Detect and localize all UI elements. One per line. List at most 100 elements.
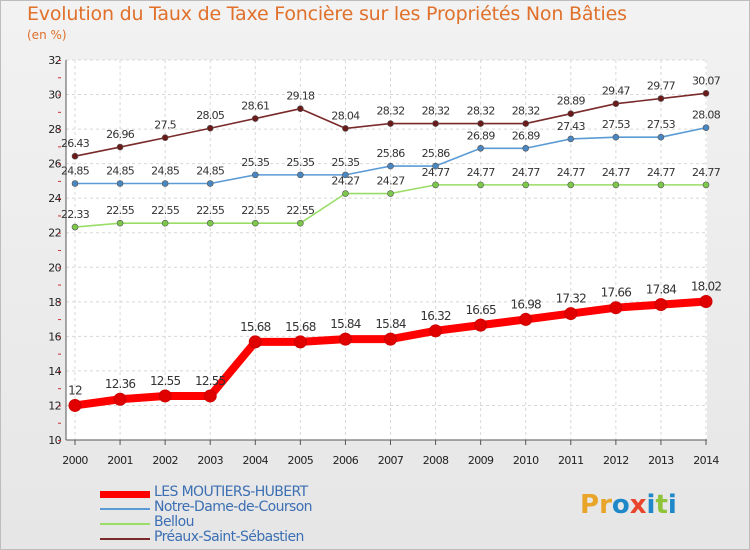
y-tick-label: 22 xyxy=(48,227,61,240)
data-point-bellou xyxy=(116,219,124,227)
data-label-bellou: 24.77 xyxy=(692,166,721,179)
data-label-les-moutiers-hubert: 16.32 xyxy=(420,309,451,323)
data-label-bellou: 22.55 xyxy=(106,204,135,217)
data-label-les-moutiers-hubert: 15.68 xyxy=(285,320,316,334)
data-point-notre-dame-de-courson xyxy=(71,180,79,187)
data-point-les-moutiers-hubert xyxy=(384,332,397,346)
data-point-bellou xyxy=(612,181,620,189)
data-label-preaux-saint-sebastien: 28.05 xyxy=(196,109,225,122)
data-label-preaux-saint-sebastien: 28.89 xyxy=(557,95,586,108)
data-label-preaux-saint-sebastien: 28.04 xyxy=(331,109,360,122)
logo-letter: o xyxy=(611,490,630,520)
data-label-bellou: 22.55 xyxy=(241,204,270,217)
data-label-bellou: 24.77 xyxy=(602,166,631,179)
data-point-notre-dame-de-courson xyxy=(206,180,214,187)
data-label-notre-dame-de-courson: 24.85 xyxy=(106,165,135,178)
data-point-notre-dame-de-courson xyxy=(387,162,394,170)
data-point-bellou xyxy=(702,181,710,189)
y-tick-label: 14 xyxy=(48,365,61,378)
x-tick-label: 2012 xyxy=(603,454,629,467)
data-label-preaux-saint-sebastien: 26.43 xyxy=(61,137,90,150)
data-label-notre-dame-de-courson: 26.89 xyxy=(512,129,541,142)
data-label-notre-dame-de-courson: 25.86 xyxy=(422,147,451,160)
logo-letter: i xyxy=(646,490,656,520)
data-point-notre-dame-de-courson xyxy=(612,133,620,141)
legend-swatch xyxy=(100,508,150,510)
data-point-notre-dame-de-courson xyxy=(251,171,259,179)
data-point-bellou xyxy=(342,190,349,197)
data-point-les-moutiers-hubert xyxy=(699,294,713,308)
x-tick-label: 2013 xyxy=(648,454,674,467)
unit-label: (en %) xyxy=(27,28,67,42)
y-tick-label: 24 xyxy=(48,192,61,205)
x-tick-label: 2005 xyxy=(288,454,314,467)
data-label-notre-dame-de-courson: 27.43 xyxy=(557,120,586,133)
x-tick-label: 2006 xyxy=(333,454,359,467)
data-label-les-moutiers-hubert: 17.32 xyxy=(556,292,587,306)
x-tick-label: 2014 xyxy=(693,454,719,467)
x-tick-label: 2001 xyxy=(107,454,133,467)
data-point-preaux-saint-sebastien xyxy=(161,134,169,142)
chart-title: Evolution du Taux de Taxe Foncière sur l… xyxy=(27,3,627,25)
data-point-les-moutiers-hubert xyxy=(429,324,443,338)
data-point-notre-dame-de-courson xyxy=(161,180,169,187)
data-point-preaux-saint-sebastien xyxy=(297,105,304,113)
data-point-les-moutiers-hubert xyxy=(654,298,668,312)
data-label-notre-dame-de-courson: 24.85 xyxy=(61,165,90,178)
legend-swatch xyxy=(100,523,150,525)
data-label-preaux-saint-sebastien: 30.07 xyxy=(692,74,721,87)
data-point-les-moutiers-hubert xyxy=(248,335,262,349)
data-label-preaux-saint-sebastien: 29.77 xyxy=(647,80,676,93)
data-label-preaux-saint-sebastien: 28.32 xyxy=(377,105,405,118)
data-point-notre-dame-de-courson xyxy=(477,144,484,152)
data-label-les-moutiers-hubert: 12 xyxy=(68,383,82,397)
data-label-les-moutiers-hubert: 15.84 xyxy=(330,317,361,331)
data-point-bellou xyxy=(251,219,259,227)
y-tick-label: 26 xyxy=(48,158,61,171)
data-point-notre-dame-de-courson xyxy=(522,144,530,152)
data-label-bellou: 24.77 xyxy=(647,166,676,179)
legend-label: Bellou xyxy=(154,514,194,530)
y-tick-label: 30 xyxy=(48,89,61,102)
data-point-preaux-saint-sebastien xyxy=(71,152,79,160)
data-point-bellou xyxy=(477,181,484,189)
y-tick-label: 20 xyxy=(48,261,61,274)
data-point-les-moutiers-hubert xyxy=(158,389,172,403)
data-label-preaux-saint-sebastien: 27.5 xyxy=(154,119,176,132)
data-point-notre-dame-de-courson xyxy=(702,124,710,132)
data-label-bellou: 22.33 xyxy=(61,208,90,221)
data-label-bellou: 24.77 xyxy=(512,166,541,179)
data-point-preaux-saint-sebastien xyxy=(116,143,124,151)
data-point-notre-dame-de-courson xyxy=(432,162,439,170)
data-point-les-moutiers-hubert xyxy=(338,332,352,346)
data-label-les-moutiers-hubert: 16.98 xyxy=(511,297,542,311)
data-point-preaux-saint-sebastien xyxy=(342,125,349,132)
data-label-bellou: 22.55 xyxy=(286,204,315,217)
y-tick-label: 18 xyxy=(48,296,61,309)
data-label-bellou: 24.77 xyxy=(557,166,586,179)
legend-label: Notre-Dame-de-Courson xyxy=(154,499,313,515)
data-label-notre-dame-de-courson: 25.35 xyxy=(286,156,315,169)
data-point-preaux-saint-sebastien xyxy=(206,124,214,132)
data-label-bellou: 24.27 xyxy=(377,175,406,188)
x-tick-label: 2002 xyxy=(152,454,178,467)
data-point-preaux-saint-sebastien xyxy=(702,90,710,97)
data-label-notre-dame-de-courson: 27.53 xyxy=(647,118,676,131)
legend-label: LES MOUTIERS-HUBERT xyxy=(154,484,308,500)
data-label-notre-dame-de-courson: 24.85 xyxy=(151,165,180,178)
data-label-bellou: 22.55 xyxy=(151,204,180,217)
proxiti-logo: Proxiti xyxy=(580,490,677,520)
y-tick-label: 12 xyxy=(48,399,61,412)
data-point-les-moutiers-hubert xyxy=(68,398,82,412)
data-label-notre-dame-de-courson: 26.89 xyxy=(467,129,496,142)
data-point-les-moutiers-hubert xyxy=(113,392,127,406)
y-tick-label: 28 xyxy=(48,123,61,136)
data-label-bellou: 24.27 xyxy=(331,175,360,188)
data-point-notre-dame-de-courson xyxy=(567,135,575,143)
data-point-les-moutiers-hubert xyxy=(564,307,578,321)
legend-label: Préaux-Saint-Sébastien xyxy=(154,529,304,545)
logo-letter: i xyxy=(667,490,677,520)
data-point-bellou xyxy=(657,181,665,189)
y-tick-label: 16 xyxy=(48,330,61,343)
